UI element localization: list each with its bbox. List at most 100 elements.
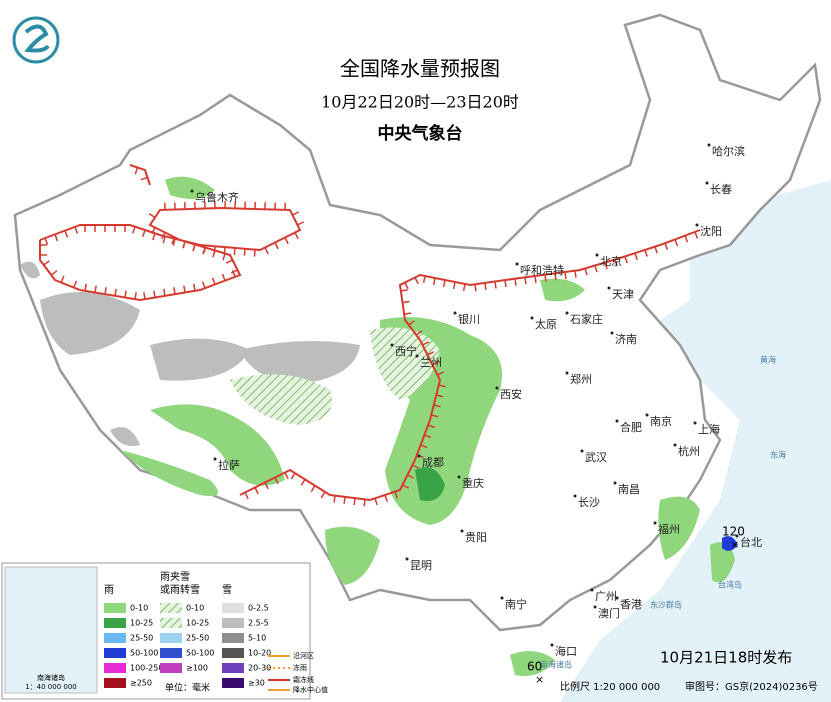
- city-dot: [495, 386, 499, 390]
- legend-title: 雪: [222, 584, 232, 596]
- city-label: 西宁: [395, 344, 417, 358]
- frost-tick: [414, 277, 419, 285]
- frost-tick: [408, 320, 415, 326]
- inset-scale: 1：40 000 000: [25, 683, 77, 691]
- city-dot: [735, 534, 739, 538]
- city-dot: [213, 457, 217, 461]
- city-label: 兰州: [420, 356, 442, 369]
- city-label: 哈尔滨: [712, 144, 745, 158]
- frost-line: [239, 229, 701, 502]
- city-label: 重庆: [462, 476, 484, 490]
- legend-swatch: [104, 618, 126, 628]
- city-dot: [415, 354, 419, 358]
- center-value: 60: [527, 660, 542, 674]
- legend-label: 降水中心值: [293, 685, 328, 694]
- logo: [12, 16, 60, 64]
- city-label: 成都: [422, 456, 444, 469]
- frost-tick: [644, 249, 648, 257]
- city-dot: [565, 371, 569, 375]
- frost-tick: [436, 394, 444, 398]
- city-dot: [593, 605, 597, 609]
- frost-tick: [152, 233, 156, 241]
- city-dot: [500, 596, 504, 600]
- frost-tick: [171, 237, 176, 245]
- frost-tick: [163, 288, 166, 296]
- frost-tick: [384, 494, 388, 502]
- frost-tick: [243, 248, 246, 256]
- city-label: 昆明: [410, 559, 432, 572]
- city-dot: [457, 475, 461, 479]
- frost-tick: [427, 424, 435, 429]
- legend-swatch: [104, 663, 126, 673]
- city-dot: [695, 223, 699, 227]
- center-mark: ×: [535, 673, 544, 686]
- city-dot: [453, 311, 457, 315]
- frost-tick: [634, 252, 638, 261]
- frost-tick: [151, 227, 156, 235]
- city-dot: [615, 596, 619, 600]
- frost-tick: [201, 281, 206, 289]
- legend-label: ≥250: [130, 679, 152, 688]
- frost-tick: [664, 242, 669, 250]
- frost-tick: [161, 232, 166, 240]
- frost-tick: [54, 234, 59, 242]
- legend-label: 50-100: [130, 649, 158, 658]
- frost-tick: [297, 221, 305, 226]
- legend-title: 雨夹雪: [160, 570, 190, 583]
- frost-tick: [94, 285, 97, 293]
- city-label: 南宁: [505, 597, 527, 611]
- agency: 中央气象台: [378, 123, 463, 144]
- frost-tick: [594, 265, 598, 273]
- frost-tick: [554, 273, 557, 281]
- frost-tick: [284, 472, 289, 480]
- frost-tick: [420, 444, 428, 449]
- frost-tick: [124, 290, 127, 298]
- city-label: 广州: [595, 590, 617, 603]
- frost-tick: [223, 247, 226, 255]
- legend-label: 10-25: [186, 619, 209, 628]
- frost-tick: [604, 262, 608, 270]
- legend-label: ≥100: [186, 664, 208, 673]
- frost-tick: [183, 285, 186, 293]
- city-label: 郑州: [570, 372, 592, 386]
- frost-tick: [427, 351, 435, 356]
- city-dot: [705, 181, 709, 185]
- frost-tick: [274, 477, 279, 485]
- sea-label: 东沙群岛: [650, 600, 682, 610]
- frost-tick: [143, 292, 146, 300]
- frost-tick: [343, 496, 346, 504]
- frost-tick: [534, 275, 537, 284]
- frost-tick: [424, 434, 432, 439]
- city-label: 乌鲁木齐: [195, 190, 239, 204]
- legend-label: 20-30: [248, 664, 271, 673]
- city-label: 济南: [615, 332, 637, 346]
- frost-tick: [182, 241, 186, 249]
- legend-label: 10-20: [248, 649, 271, 658]
- legend-label: 2.5-5: [248, 619, 269, 628]
- legend-swatch: [160, 663, 182, 673]
- frost-tick: [474, 284, 477, 292]
- city-dot: [613, 481, 617, 485]
- frost-tick: [333, 495, 336, 503]
- sea-label: 南海诸岛: [540, 660, 572, 670]
- sea-label: 东海: [770, 450, 786, 460]
- frost-tick: [452, 281, 456, 290]
- frost-tick: [254, 487, 259, 495]
- frost-tick: [73, 280, 78, 288]
- city-dot: [190, 189, 194, 193]
- city-dot: [595, 253, 599, 257]
- frost-tick: [148, 212, 156, 219]
- frost-tick: [363, 499, 366, 507]
- frost-tick: [374, 498, 378, 506]
- city-dot: [460, 529, 464, 533]
- frost-tick: [484, 282, 487, 290]
- city-dot: [530, 316, 534, 320]
- frost-tick: [564, 271, 567, 280]
- frost-tick: [320, 491, 326, 499]
- city-label: 台北: [740, 535, 762, 549]
- frost-tick: [212, 250, 216, 258]
- legend-label: 100-250: [130, 664, 163, 673]
- frost-tick: [584, 268, 588, 276]
- map-number: 审图号：GS京(2024)0236号: [685, 680, 818, 693]
- city-label: 太原: [535, 318, 557, 331]
